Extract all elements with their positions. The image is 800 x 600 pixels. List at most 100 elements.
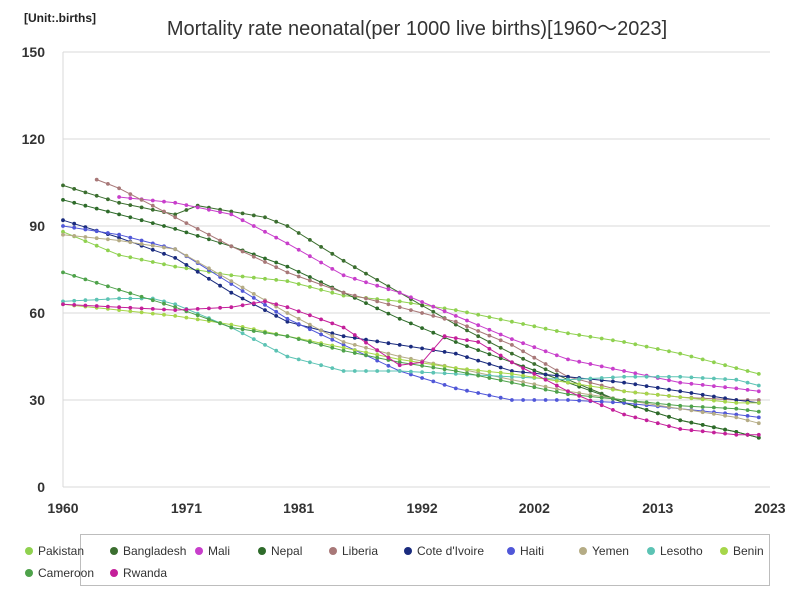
data-point <box>117 308 121 312</box>
data-point <box>633 390 638 395</box>
legend-label: Rwanda <box>123 566 168 580</box>
data-point <box>184 230 189 235</box>
data-point <box>364 353 368 358</box>
data-point <box>723 413 727 418</box>
legend-item: Nepal <box>258 544 302 558</box>
data-point <box>476 348 481 352</box>
data-point <box>352 343 357 347</box>
data-point <box>734 401 739 405</box>
data-point <box>251 254 256 259</box>
data-point <box>263 303 267 307</box>
data-point <box>487 352 492 357</box>
data-point <box>285 224 290 228</box>
data-point <box>498 338 503 343</box>
data-point <box>756 389 761 394</box>
data-point <box>655 401 660 406</box>
data-point <box>364 296 368 301</box>
data-point <box>352 351 357 355</box>
data-point <box>364 271 368 276</box>
data-point <box>296 274 301 279</box>
data-point <box>442 383 447 387</box>
data-point <box>150 221 155 226</box>
data-point <box>510 343 514 347</box>
data-point <box>678 427 683 431</box>
data-point <box>442 309 447 314</box>
data-point <box>397 363 402 368</box>
legend-label: Cameroon <box>38 566 95 580</box>
data-point <box>61 299 65 304</box>
data-point <box>128 192 133 197</box>
data-point <box>532 345 537 350</box>
data-point <box>139 218 144 223</box>
legend-label: Cote d'Ivoire <box>417 544 484 558</box>
data-point <box>397 360 402 365</box>
series-benin <box>61 302 761 405</box>
data-point <box>364 350 368 355</box>
data-point <box>61 270 65 275</box>
data-point <box>229 279 234 283</box>
data-point <box>734 415 739 420</box>
data-point <box>700 392 705 397</box>
y-tick-label: 150 <box>22 44 46 60</box>
data-point <box>72 303 77 307</box>
data-point <box>521 356 525 361</box>
data-point <box>173 264 178 269</box>
gridlines <box>62 51 770 488</box>
x-tick-label: 1992 <box>407 500 438 516</box>
data-point <box>543 398 548 402</box>
data-point <box>431 362 436 367</box>
data-point <box>207 266 211 271</box>
data-point <box>745 432 750 437</box>
legend-swatch <box>110 547 118 555</box>
data-point <box>409 308 413 312</box>
data-point <box>397 354 402 359</box>
data-point <box>139 294 144 299</box>
data-point <box>139 257 144 262</box>
data-point <box>173 200 178 205</box>
data-point <box>678 418 683 423</box>
data-point <box>622 380 626 385</box>
legend-swatch <box>579 547 587 555</box>
data-point <box>240 303 245 308</box>
data-point <box>667 424 671 428</box>
data-point <box>409 372 413 377</box>
data-point <box>599 385 604 390</box>
data-point <box>487 369 492 374</box>
data-point <box>510 369 514 373</box>
data-point <box>173 227 178 231</box>
data-point <box>128 196 133 201</box>
data-point <box>532 398 537 402</box>
data-point <box>229 322 234 327</box>
data-point <box>274 309 279 314</box>
data-point <box>274 235 279 240</box>
data-point <box>207 207 211 212</box>
data-point <box>263 256 267 261</box>
data-point <box>308 360 312 365</box>
data-point <box>734 377 739 382</box>
data-point <box>274 302 279 307</box>
data-point <box>689 428 694 433</box>
data-point <box>532 372 537 376</box>
data-point <box>150 311 155 316</box>
data-point <box>207 237 211 242</box>
legend-swatch <box>720 547 728 555</box>
data-point <box>240 289 245 293</box>
data-point <box>420 376 424 380</box>
data-point <box>296 309 301 314</box>
data-point <box>498 353 503 358</box>
data-point <box>195 313 200 318</box>
data-point <box>633 371 638 376</box>
series-line <box>62 199 759 439</box>
legend-item: Liberia <box>329 544 378 558</box>
data-point <box>453 340 458 344</box>
data-point <box>106 182 110 186</box>
data-point <box>577 398 582 403</box>
data-point <box>106 197 110 202</box>
data-point <box>251 224 256 228</box>
data-point <box>240 327 245 332</box>
data-point <box>566 331 570 336</box>
data-point <box>588 398 593 403</box>
data-point <box>510 372 514 376</box>
data-point <box>487 346 492 351</box>
data-point <box>386 311 391 316</box>
